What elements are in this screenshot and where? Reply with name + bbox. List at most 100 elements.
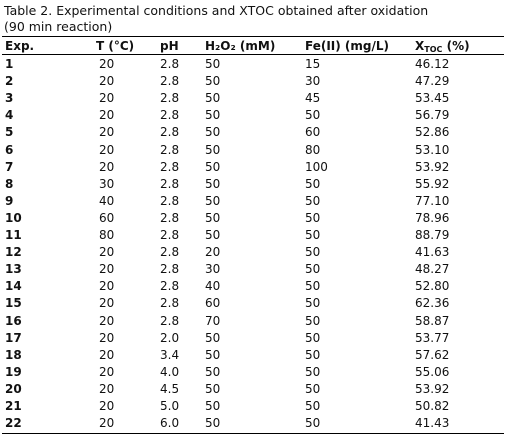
- table-cell: 20: [99, 313, 115, 328]
- table-cell: 2.8: [160, 313, 180, 328]
- table-cell: 53.10: [415, 142, 450, 157]
- caption: Table 2. Experimental conditions and XTO…: [4, 3, 429, 18]
- table-cell: 50.82: [415, 399, 450, 413]
- header-cell: pH: [160, 39, 179, 53]
- table-cell: 70: [205, 313, 221, 328]
- table-cell: 50: [205, 74, 221, 89]
- table-cell: 53.92: [415, 381, 450, 396]
- table-cell: 50: [305, 347, 321, 362]
- table-cell: 20: [99, 108, 115, 123]
- table-cell: 2.8: [160, 125, 180, 140]
- table-cell: 30: [99, 176, 115, 191]
- table-cell: 53.45: [415, 91, 450, 106]
- table-cell: 88.79: [415, 228, 450, 242]
- row-label: 22: [5, 416, 22, 431]
- table-cell: 77.10: [415, 193, 450, 208]
- table-cell: 50: [205, 399, 221, 413]
- table-cell: 50: [305, 210, 321, 225]
- table-cell: 50: [205, 381, 221, 396]
- table-cell: 58.87: [415, 313, 450, 328]
- table-cell: 50: [305, 364, 321, 379]
- header-text: (%): [442, 39, 470, 53]
- table-cell: 30: [305, 74, 321, 89]
- table-cell: 50: [205, 176, 221, 191]
- table-cell: 60: [205, 296, 221, 311]
- table-cell: 40: [205, 279, 221, 294]
- table-cell: 53.92: [415, 159, 450, 174]
- table-cell: 4.5: [160, 381, 180, 396]
- table-cell: 50: [305, 399, 321, 413]
- row-label: 12: [5, 245, 22, 260]
- table-cell: 53.77: [415, 330, 450, 345]
- table-cell: 2.8: [160, 176, 180, 191]
- header-cell: XTOC (%): [415, 39, 470, 57]
- row-label: 15: [5, 296, 22, 311]
- header-subscript: TOC: [424, 45, 443, 54]
- table-cell: 50: [205, 91, 221, 106]
- table-cell: 20: [99, 330, 115, 345]
- table-cell: 50: [205, 330, 221, 345]
- row-label: 16: [5, 313, 22, 328]
- table-cell: 3.4: [160, 347, 180, 362]
- table-cell: 2.8: [160, 210, 180, 225]
- table-cell: 78.96: [415, 210, 450, 225]
- table-cell: 50: [305, 262, 321, 277]
- table-cell: 50: [205, 125, 221, 140]
- row-label: 21: [5, 399, 22, 413]
- table-cell: 20: [99, 347, 115, 362]
- table-cell: 55.06: [415, 364, 450, 379]
- header-cell: T (°C): [96, 39, 135, 53]
- row-label: 19: [5, 364, 22, 379]
- table-cell: 50: [205, 57, 221, 71]
- table-cell: 50: [205, 210, 221, 225]
- table-cell: 20: [99, 74, 115, 89]
- table-cell: 60: [99, 210, 115, 225]
- table-cell: 50: [305, 108, 321, 123]
- row-label: 20: [5, 381, 22, 396]
- table-cell: 5.0: [160, 399, 180, 413]
- table-cell: 15: [305, 57, 321, 71]
- table-cell: 20: [99, 296, 115, 311]
- table-cell: 2.8: [160, 108, 180, 123]
- table-cell: 41.43: [415, 416, 450, 431]
- row-label: 2: [5, 74, 14, 89]
- table-cell: 30: [205, 262, 221, 277]
- row-label: 9: [5, 193, 14, 208]
- row-label: 17: [5, 330, 22, 345]
- row-label: 13: [5, 262, 22, 277]
- table-cell: 50: [205, 228, 221, 242]
- table-cell: 20: [99, 159, 115, 174]
- rule: [2, 433, 504, 434]
- table-cell: 50: [205, 416, 221, 431]
- table-cell: 100: [305, 159, 328, 174]
- table-cell: 50: [305, 416, 321, 431]
- table-cell: 20: [205, 245, 221, 260]
- table-cell: 52.86: [415, 125, 450, 140]
- table-cell: 2.8: [160, 142, 180, 157]
- table-cell: 20: [99, 91, 115, 106]
- table-cell: 2.8: [160, 91, 180, 106]
- table-cell: 2.8: [160, 74, 180, 89]
- rule: [2, 36, 504, 37]
- table-cell: 4.0: [160, 364, 180, 379]
- table-cell: 20: [99, 125, 115, 140]
- table-cell: 57.62: [415, 347, 450, 362]
- row-label: 10: [5, 210, 22, 225]
- table-cell: 20: [99, 364, 115, 379]
- row-label: 4: [5, 108, 14, 123]
- table-cell: 50: [305, 313, 321, 328]
- row-label: 18: [5, 347, 22, 362]
- table-cell: 50: [205, 364, 221, 379]
- table-cell: 50: [305, 381, 321, 396]
- header-text: X: [415, 39, 425, 53]
- header-cell: H₂O₂ (mM): [205, 39, 276, 53]
- table-cell: 40: [99, 193, 115, 208]
- table-cell: 50: [305, 193, 321, 208]
- table-cell: 2.8: [160, 296, 180, 311]
- table-cell: 55.92: [415, 176, 450, 191]
- table-cell: 45: [305, 91, 321, 106]
- row-label: 1: [5, 57, 14, 71]
- table-cell: 20: [99, 262, 115, 277]
- row-label: 3: [5, 91, 14, 106]
